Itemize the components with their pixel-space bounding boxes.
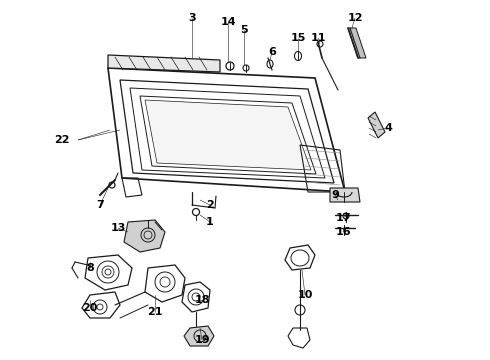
Text: 4: 4 [384,123,392,133]
Text: 1: 1 [206,217,214,227]
Text: 8: 8 [86,263,94,273]
Text: 7: 7 [96,200,104,210]
Polygon shape [108,55,220,72]
Text: 15: 15 [290,33,306,43]
Polygon shape [145,100,311,170]
Text: 13: 13 [110,223,126,233]
Text: 21: 21 [147,307,163,317]
Polygon shape [184,326,214,346]
Text: 18: 18 [194,295,210,305]
Text: 9: 9 [331,190,339,200]
Text: 12: 12 [347,13,363,23]
Polygon shape [330,188,360,202]
Text: 22: 22 [54,135,70,145]
Text: 10: 10 [297,290,313,300]
Text: 2: 2 [206,200,214,210]
Text: 14: 14 [220,17,236,27]
Polygon shape [348,28,366,58]
Polygon shape [368,112,385,138]
Text: 6: 6 [268,47,276,57]
Text: 16: 16 [335,227,351,237]
Text: 20: 20 [82,303,98,313]
Text: 5: 5 [240,25,248,35]
Text: 17: 17 [335,213,351,223]
Text: 19: 19 [194,335,210,345]
Text: 11: 11 [310,33,326,43]
Text: 3: 3 [188,13,196,23]
Polygon shape [124,220,165,252]
